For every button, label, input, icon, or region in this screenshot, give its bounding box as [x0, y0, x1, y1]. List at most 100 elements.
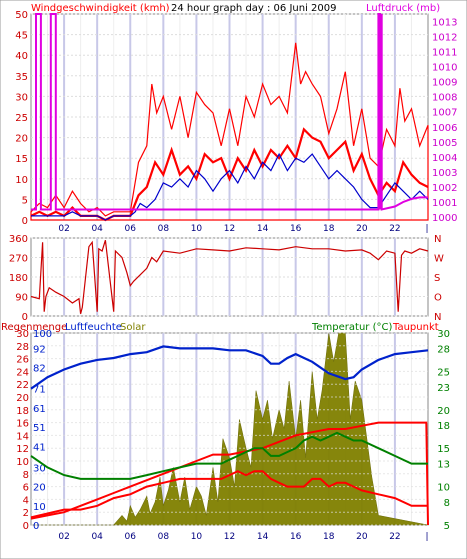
pressure-y-tick-label: 1000 [432, 213, 457, 224]
humidity-y-tick-label: 51 [33, 423, 46, 434]
x-tick-label: 18 [323, 532, 335, 542]
wind-y-tick-label: 30 [15, 92, 28, 103]
wind-y-tick-label: 20 [15, 134, 28, 145]
humidity-y-tick-label: 82 [33, 364, 46, 375]
x-tick-label: 12 [224, 532, 235, 542]
x-tick-label: 10 [191, 224, 203, 234]
x-tick-end-marker: | [425, 532, 428, 542]
humidity-y-tick-label: 10 [33, 502, 46, 513]
rain-y-tick-label: 10 [16, 457, 29, 468]
rain-y-tick-label: 26 [16, 355, 29, 366]
temperature-y-tick-label: 15 [437, 444, 450, 455]
pressure-y-tick-label: 1007 [432, 108, 457, 119]
rain-y-tick-label: 28 [16, 342, 29, 353]
pressure-y-tick-label: 1006 [432, 123, 457, 134]
direction-y-tick-label: 270 [9, 254, 28, 265]
x-tick-label: 02 [58, 532, 69, 542]
pressure-y-tick-label: 1001 [432, 198, 457, 209]
humidity-series-line [30, 345, 429, 390]
direction-series-line [30, 240, 429, 314]
x-tick-label: 22 [389, 532, 400, 542]
wind-y-tick-label: 0 [22, 216, 28, 227]
x-tick-label: 10 [191, 532, 203, 542]
rain-y-tick-label: 22 [16, 380, 29, 391]
wind-y-tick-label: 5 [22, 195, 28, 206]
pressure-y-tick-label: 1008 [432, 93, 457, 104]
temperature-y-tick-label: 18 [437, 421, 450, 432]
temperature-y-tick-label: 13 [437, 460, 450, 471]
wind-y-tick-label: 40 [15, 51, 28, 62]
compass-tick-label: O [434, 293, 442, 304]
x-tick-end-marker: | [425, 224, 428, 234]
wind-average-series-line [31, 152, 429, 221]
rain-series-line [30, 421, 429, 526]
x-tick-label: 06 [125, 532, 137, 542]
x-tick-label: 12 [224, 224, 235, 234]
x-tick-label: 04 [91, 532, 103, 542]
temperature-y-tick-label: 23 [437, 383, 450, 394]
solar-label: Solar [120, 322, 146, 333]
compass-tick-label: N [434, 234, 441, 245]
x-tick-label: 16 [290, 224, 302, 234]
rain-y-tick-label: 12 [16, 444, 29, 455]
temperature-y-tick-label: 5 [444, 521, 450, 532]
compass-tick-label: N [434, 312, 441, 323]
rain-y-tick-label: 6 [23, 483, 29, 494]
rain-axis-label: Regenmenge [1, 322, 67, 333]
x-tick-label: 04 [91, 224, 103, 234]
rain-y-tick-label: 24 [16, 367, 29, 378]
pressure-axis-label: Luftdruck (mb) [366, 3, 440, 14]
humidity-y-tick-label: 71 [33, 385, 46, 396]
wind-y-tick-label: 10 [15, 175, 28, 186]
wind-y-tick-label: 15 [15, 154, 28, 165]
humidity-y-tick-label: 100 [33, 329, 52, 340]
pressure-y-tick-label: 1005 [432, 138, 457, 149]
x-tick-label: 14 [257, 532, 269, 542]
rain-y-tick-label: 8 [23, 470, 29, 481]
wind-y-tick-label: 25 [15, 113, 28, 124]
direction-y-tick-label: 180 [9, 273, 28, 284]
pressure-y-tick-label: 1003 [432, 168, 457, 179]
pressure-y-tick-label: 1011 [432, 48, 457, 59]
direction-y-tick-label: 360 [9, 234, 28, 245]
wind-panel: 0510152025303540455010001001100210031004… [15, 10, 457, 234]
humidity-y-tick-label: 41 [33, 442, 46, 453]
dewpoint-series-line [30, 470, 428, 519]
humidity-y-tick-label: 92 [33, 344, 46, 355]
wind-y-tick-label: 45 [15, 31, 28, 42]
temperature-y-tick-label: 25 [437, 367, 450, 378]
wind-axis-label: Windgeschwindigkeit (kmh) [31, 3, 170, 14]
temperature-y-tick-label: 28 [437, 344, 450, 355]
pressure-y-tick-label: 1010 [432, 63, 457, 74]
x-tick-label: 18 [323, 224, 335, 234]
pressure-series-line [31, 13, 428, 211]
humidity-axis-label: Luftfeuchte [65, 322, 122, 333]
temperature-axis-label: Temperatur (°C) [311, 322, 392, 333]
humidity-y-tick-label: 61 [33, 404, 46, 415]
temperature-y-tick-label: 20 [437, 406, 450, 417]
compass-tick-label: W [434, 254, 444, 265]
x-tick-label: 08 [158, 224, 170, 234]
climate-panel: 0246810121416182022242628300102030415161… [16, 329, 450, 542]
x-tick-label: 16 [290, 532, 302, 542]
x-tick-label: 20 [356, 224, 368, 234]
compass-tick-label: S [434, 273, 440, 284]
rain-y-tick-label: 14 [16, 431, 29, 442]
rain-y-tick-label: 0 [23, 521, 29, 532]
rain-y-tick-label: 4 [23, 495, 29, 506]
x-tick-label: 08 [158, 532, 170, 542]
temperature-y-tick-label: 10 [437, 483, 450, 494]
pressure-y-tick-label: 1013 [432, 18, 457, 29]
direction-y-tick-label: 90 [15, 293, 28, 304]
x-tick-label: 22 [389, 224, 400, 234]
temperature-series-line [30, 431, 428, 480]
humidity-y-tick-label: 0 [33, 521, 39, 532]
humidity-y-tick-label: 20 [33, 483, 46, 494]
wind-y-tick-label: 35 [15, 72, 28, 83]
temperature-y-tick-label: 30 [437, 329, 450, 340]
chart-subtitle: 24 hour graph day : 06 Juni 2009 [171, 3, 337, 14]
